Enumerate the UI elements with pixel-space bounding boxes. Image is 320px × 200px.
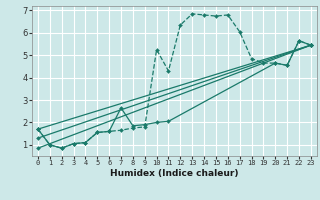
X-axis label: Humidex (Indice chaleur): Humidex (Indice chaleur) [110,169,239,178]
